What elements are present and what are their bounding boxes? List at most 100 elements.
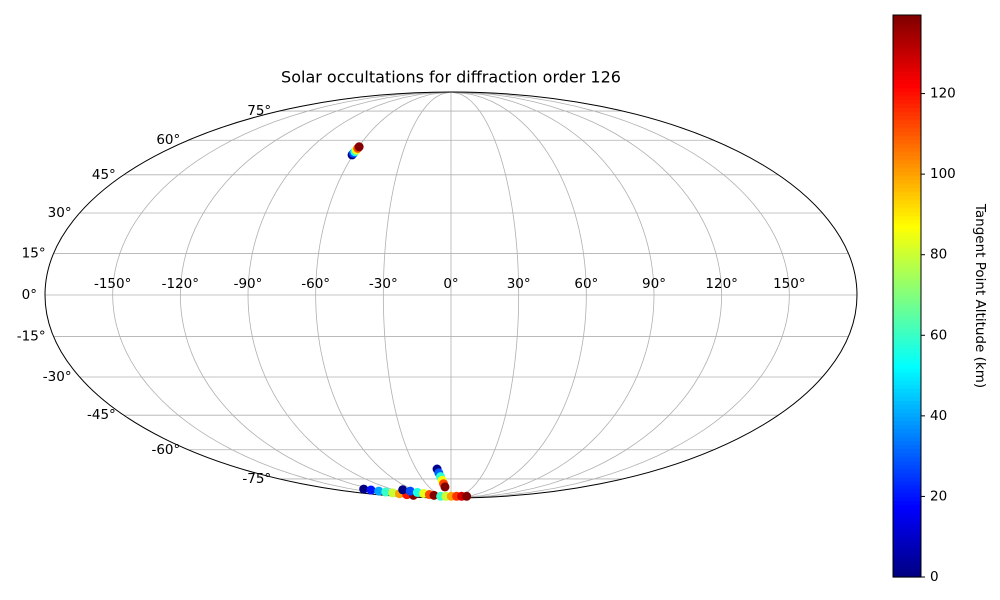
colorbar-segment (893, 215, 921, 221)
x-tick-label: 0° (443, 276, 458, 292)
colorbar-segment (893, 384, 921, 389)
colorbar-segment (893, 239, 921, 245)
colorbar-segment (893, 568, 921, 574)
x-tick-label: 30° (507, 276, 531, 292)
grid-line (450, 91, 655, 499)
colorbar-segment (893, 135, 921, 141)
colorbar-segment (893, 496, 921, 502)
grid-line (247, 91, 452, 499)
colorbar-segment (893, 540, 921, 546)
y-tick-label: -60° (151, 442, 180, 458)
colorbar-segment (893, 51, 921, 56)
colorbar-segment (893, 544, 921, 550)
colorbar-segment (893, 91, 921, 96)
colorbar-segment (893, 207, 921, 213)
colorbar-segment (893, 99, 921, 104)
y-tick-label: 0° (22, 287, 37, 303)
x-tick-label: -60° (301, 276, 330, 292)
colorbar-segment (893, 63, 921, 68)
colorbar-segment (893, 131, 921, 137)
colorbar-segment (893, 263, 921, 269)
colorbar-segment (893, 372, 921, 377)
colorbar (893, 15, 921, 578)
colorbar-tick-label: 40 (930, 408, 947, 424)
colorbar-segment (893, 492, 921, 498)
colorbar-segment (893, 83, 921, 88)
colorbar-segment (893, 119, 921, 124)
colorbar-frame (892, 14, 922, 578)
colorbar-segment (893, 27, 921, 32)
colorbar-segment (893, 400, 921, 405)
y-tick-label: 15° (22, 245, 46, 261)
colorbar-segment (893, 103, 921, 108)
colorbar-segment (893, 39, 921, 44)
y-tick-label: -30° (43, 369, 72, 385)
colorbar-segment (893, 55, 921, 60)
colorbar-segment (893, 275, 921, 281)
colorbar-segment (893, 300, 921, 305)
x-tick-label: 150° (773, 276, 806, 292)
colorbar-segment (893, 356, 921, 361)
colorbar-segment (893, 223, 921, 229)
colorbar-segment (893, 392, 921, 397)
colorbar-segment (893, 408, 921, 414)
colorbar-segment (893, 287, 921, 293)
colorbar-segment (893, 368, 921, 373)
colorbar-segment (893, 67, 921, 72)
data-point (354, 142, 364, 152)
colorbar-segment (893, 235, 921, 241)
colorbar-segment (893, 440, 921, 446)
colorbar-segment (893, 424, 921, 430)
colorbar-segment (893, 376, 921, 381)
colorbar-segment (893, 488, 921, 494)
colorbar-segment (893, 199, 921, 205)
colorbar-segment (893, 151, 921, 157)
colorbar-segment (893, 271, 921, 277)
colorbar-segment (893, 328, 921, 333)
colorbar-segment (893, 247, 921, 253)
data-point (462, 491, 472, 501)
colorbar-tick-label: 120 (930, 86, 956, 102)
grid-line (450, 91, 520, 499)
colorbar-segment (893, 336, 921, 341)
colorbar-segment (893, 500, 921, 506)
grid-line (450, 91, 723, 499)
colorbar-segment (893, 195, 921, 201)
colorbar-tick-label: 100 (930, 166, 956, 182)
colorbar-segment (893, 472, 921, 478)
grid-line (112, 91, 452, 499)
colorbar-segment (893, 536, 921, 542)
x-tick-label: -90° (234, 276, 263, 292)
grid-line (179, 91, 452, 499)
data-point (398, 485, 408, 495)
colorbar-segment (893, 31, 921, 36)
colorbar-segment (893, 19, 921, 24)
grid-line (450, 91, 790, 499)
grid-line (382, 91, 452, 499)
colorbar-segment (893, 155, 921, 161)
colorbar-segment (893, 259, 921, 265)
colorbar-segment (893, 404, 921, 409)
data-point (359, 484, 369, 494)
y-tick-label: 30° (48, 205, 72, 221)
colorbar-segment (893, 211, 921, 217)
colorbar-segment (893, 572, 921, 578)
colorbar-segment (893, 428, 921, 434)
colorbar-segment (893, 524, 921, 530)
colorbar-segment (893, 159, 921, 165)
colorbar-segment (893, 47, 921, 52)
colorbar-segment (893, 59, 921, 64)
colorbar-segment (893, 296, 921, 301)
colorbar-segment (893, 420, 921, 426)
grid-line (315, 91, 452, 499)
colorbar-segment (893, 147, 921, 153)
colorbar-segment (893, 380, 921, 385)
y-tick-label: -45° (87, 407, 116, 423)
data-point (429, 490, 439, 500)
x-tick-label: 90° (642, 276, 666, 292)
colorbar-segment (893, 227, 921, 233)
chart-title: Solar occultations for diffraction order… (281, 68, 621, 87)
colorbar-segment (893, 532, 921, 538)
colorbar-tick-label: 20 (930, 488, 947, 504)
data-point (440, 482, 450, 492)
